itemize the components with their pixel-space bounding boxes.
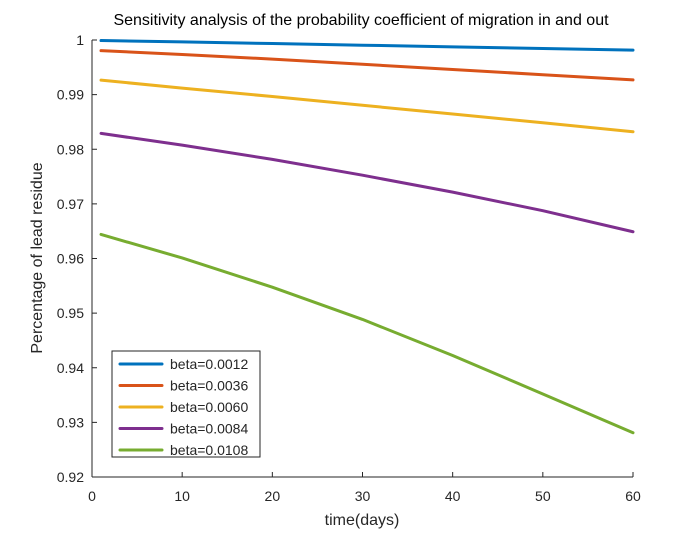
y-tick-label: 0.99 bbox=[57, 87, 84, 103]
series-layer bbox=[99, 39, 635, 435]
series-line-2 bbox=[99, 49, 635, 82]
y-tick-label: 0.98 bbox=[57, 141, 84, 157]
chart-title: Sensitivity analysis of the probability … bbox=[113, 12, 609, 29]
legend-box bbox=[111, 350, 261, 458]
y-tick-label: 0.97 bbox=[57, 196, 84, 212]
x-tick-label: 20 bbox=[265, 488, 281, 504]
series-line-5 bbox=[99, 232, 635, 435]
legend-label-4: beta=0.0084 bbox=[170, 421, 248, 437]
legend-label-3: beta=0.0060 bbox=[170, 399, 248, 415]
x-axis-label: time(days) bbox=[325, 512, 400, 529]
legend-label-5: beta=0.0108 bbox=[170, 442, 248, 458]
legend: beta=0.0012 beta=0.0036 beta=0.0060 beta=0.… bbox=[111, 350, 261, 458]
y-tick-label: 0.94 bbox=[57, 360, 84, 376]
y-tick-label: 0.96 bbox=[57, 251, 84, 267]
y-axis-label: Percentage of lead residue bbox=[29, 162, 46, 353]
legend-label-2: beta=0.0036 bbox=[170, 378, 248, 394]
x-tick-label: 60 bbox=[625, 488, 641, 504]
series-line-1 bbox=[99, 39, 635, 52]
x-tick-label: 40 bbox=[445, 488, 461, 504]
y-tick-label: 1 bbox=[76, 32, 84, 48]
x-tick-label: 30 bbox=[355, 488, 371, 504]
x-tick-label: 50 bbox=[535, 488, 551, 504]
x-tick-label: 0 bbox=[88, 488, 96, 504]
axes-layer: 0 10 20 30 40 50 60 0.92 0.93 0.94 0.95 0.96 0.97 0.9… bbox=[57, 32, 641, 504]
legend-items: beta=0.0012 beta=0.0036 beta=0.0060 beta=0.… bbox=[118, 356, 248, 458]
x-tick-label: 10 bbox=[174, 488, 190, 504]
legend-label-1: beta=0.0012 bbox=[170, 356, 248, 372]
series-line-3 bbox=[99, 78, 635, 134]
y-tick-label: 0.93 bbox=[57, 414, 84, 430]
y-tick-label: 0.92 bbox=[57, 469, 84, 485]
series-line-4 bbox=[99, 131, 635, 234]
y-tick-label: 0.95 bbox=[57, 305, 84, 321]
